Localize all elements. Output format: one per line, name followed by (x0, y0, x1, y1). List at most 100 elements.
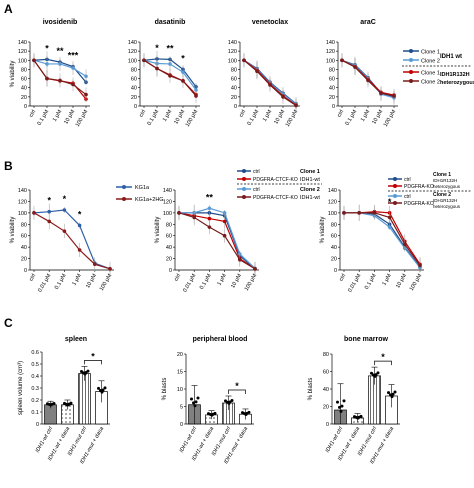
x-tick-label: 1 μM (381, 273, 393, 287)
y-tick-label: 40 (166, 245, 172, 251)
x-tick-label: 10 μM (85, 273, 98, 290)
x-tick-label: 1 μM (162, 109, 174, 123)
y-axis-label: % viability (10, 217, 16, 244)
x-tick-label: 0.01 μM (182, 273, 197, 294)
legend-b3-c1-ko: PDGFRA-KO (404, 184, 434, 190)
x-tick-label: 100 μM (383, 109, 398, 128)
data-point (281, 95, 285, 99)
y-tick-label: 80 (323, 352, 329, 358)
data-point (392, 94, 396, 98)
y-tick-label: 100 (328, 211, 337, 217)
data-point (77, 223, 82, 228)
data-point (340, 58, 344, 63)
legend-b1-kg1a-2hg: KG1a+2HG (135, 197, 164, 203)
legend-a-clone2-mut-label: Clone 2 (421, 80, 440, 86)
y-tick-label: 20 (177, 352, 183, 358)
legend-b1: KG1a KG1a+2HG (116, 185, 164, 203)
data-point (47, 219, 51, 224)
data-point (387, 225, 392, 229)
y-tick-label: 0 (36, 422, 39, 428)
x-tick-label: 0.1 μM (37, 109, 51, 127)
x-tick-label: 100 μM (185, 109, 200, 128)
data-point (294, 103, 298, 108)
y-tick-label: 80 (231, 67, 237, 73)
x-tick-label: ctrl (336, 109, 345, 118)
individual-point (69, 401, 73, 405)
y-tick-label: 120 (326, 49, 335, 55)
data-point (403, 242, 407, 247)
series-line (179, 207, 256, 269)
significance-marker: * (63, 194, 67, 204)
y-tick-label: 0 (24, 268, 27, 274)
data-point (71, 82, 75, 87)
legend-a-clone1-wt-label: Clone 1 (421, 50, 440, 56)
y-tick-label: 100 (326, 58, 335, 64)
data-point (207, 216, 212, 221)
legend-b2-c1-ko: PDGFRA-CTCF-KO (253, 177, 298, 183)
data-point (71, 66, 75, 70)
legend-b3-c1-title: Clone 1 (433, 172, 451, 178)
y-tick-label: 140 (326, 40, 335, 46)
y-tick-label: 60 (329, 77, 335, 83)
y-tick-label: 60 (131, 77, 137, 83)
data-point (84, 74, 88, 79)
data-point (255, 69, 259, 74)
individual-point (97, 386, 100, 390)
y-tick-label: 140 (328, 188, 337, 194)
chart-dasatinib: 0 20 40 60 80 100 120 140 ctrl 0.1 μM 1 μM 10 μM100… (128, 19, 200, 128)
x-tick-label: 1 μM (360, 109, 372, 123)
data-point (379, 91, 383, 95)
chart-title: dasatinib (155, 19, 186, 26)
significance-marker: ** (56, 46, 64, 56)
y-tick-label: 10 (177, 387, 183, 393)
data-point (222, 219, 227, 224)
legend-b2-c2-ko: PDGFRA-CTCF-KO (253, 195, 298, 201)
individual-point (390, 395, 394, 399)
y-tick-label: 100 (228, 58, 237, 64)
legend-a-group-mut-1: IDH1R132H (440, 72, 470, 78)
legend-a-clone2-mut: Clone 2 (403, 79, 440, 86)
significance-marker: *** (68, 51, 79, 61)
data-point (238, 257, 242, 262)
y-tick-label: 100 (18, 58, 27, 64)
y-tick-label: 20 (231, 95, 237, 101)
y-tick-label: 80 (21, 222, 27, 228)
x-tick-label: 10 μM (230, 273, 243, 290)
data-point (181, 79, 185, 83)
individual-point (339, 409, 343, 413)
x-tick-label: 1 μM (216, 273, 228, 287)
y-tick-label: 100 (18, 211, 27, 217)
x-tick-label: 0.1 μM (247, 109, 261, 127)
y-tick-label: 80 (331, 222, 337, 228)
x-tick-label: ctrl (238, 109, 247, 118)
data-point (168, 62, 172, 66)
chart-ivosidenib: 0 20 40 60 80 100 120 140 ctrl 0.1 μM 1 μM 10 μM100… (10, 19, 90, 128)
y-tick-label: 120 (18, 49, 27, 55)
x-tick-label: ctrl (28, 273, 37, 282)
individual-point (356, 416, 360, 420)
y-tick-label: 0 (326, 422, 329, 428)
chart-title: spleen (65, 336, 87, 343)
individual-point (370, 371, 373, 375)
x-tick-label: 1 μM (262, 109, 274, 123)
data-point (47, 209, 51, 214)
y-axis-label: % viability (320, 217, 326, 244)
individual-point (86, 369, 90, 373)
series-line (33, 212, 111, 270)
y-tick-label: 120 (128, 49, 137, 55)
x-tick-label: 100 μM (244, 273, 259, 292)
data-point (84, 92, 88, 97)
significance-marker: ** (166, 43, 174, 53)
data-point (222, 211, 227, 215)
data-point (418, 263, 422, 268)
y-tick-label: 40 (21, 245, 27, 251)
individual-point (336, 400, 339, 404)
legend-b2-c1-title: Clone 1 (300, 169, 320, 175)
y-tick-label: 0 (332, 104, 335, 110)
legend-a-clone2-wt-label: Clone 2 (421, 59, 440, 65)
legend-a-group-mut-2: heterozygous (440, 80, 474, 86)
x-tick-label: 0.1 μM (147, 109, 161, 127)
legend-b3-c1-sub2: heterozygous (433, 184, 461, 189)
significance-marker: * (45, 43, 49, 53)
chart-title: araC (360, 19, 376, 26)
